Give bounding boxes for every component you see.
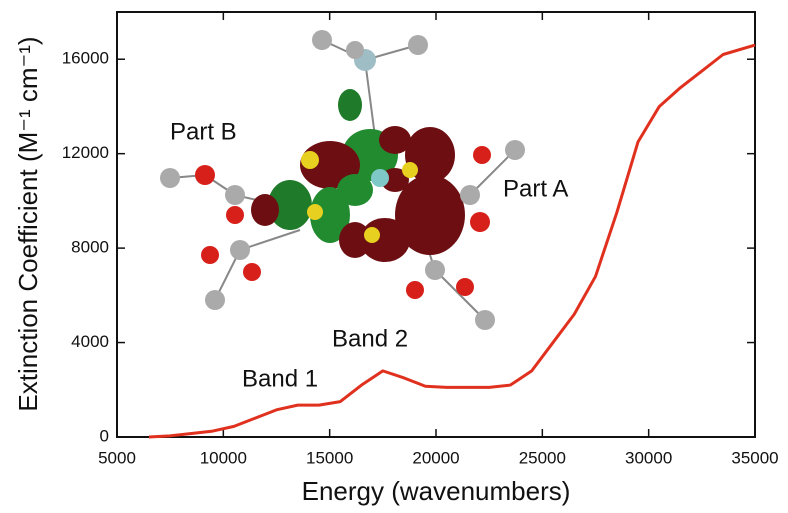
x-axis-label: Energy (wavenumbers) [302,476,571,506]
x-tick-label: 15000 [306,448,353,467]
annotation: Part B [170,118,237,145]
y-axis-label: Extinction Coefficient (M⁻¹ cm⁻¹) [13,36,43,411]
y-tick-label: 12000 [62,143,109,162]
annotation: Band 2 [332,325,408,352]
line-series [148,43,756,439]
y-tick-label: 16000 [62,49,109,68]
x-tick-label: 30000 [625,448,672,467]
x-tick-label: 25000 [519,448,566,467]
annotation: Part A [503,175,568,202]
y-tick-label: 8000 [71,238,109,257]
x-tick-label: 35000 [731,448,778,467]
molecule-inset [160,30,525,330]
y-tick-label: 4000 [71,332,109,351]
y-tick-label: 0 [100,426,109,445]
x-tick-label: 5000 [98,448,136,467]
x-tick-label: 10000 [200,448,247,467]
annotation: Band 1 [242,365,318,392]
x-tick-label: 20000 [412,448,459,467]
